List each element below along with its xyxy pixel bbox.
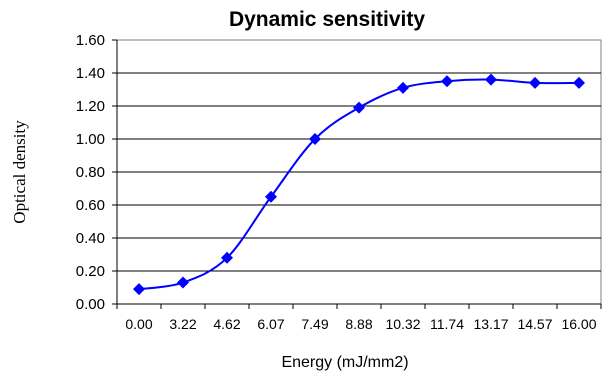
y-tick-label: 1.00 bbox=[76, 131, 105, 148]
gridlines bbox=[112, 39, 601, 305]
data-point bbox=[309, 133, 321, 145]
y-tick-label: 1.40 bbox=[76, 65, 105, 82]
y-tick-label: 0.00 bbox=[76, 296, 105, 313]
y-tick-label: 1.20 bbox=[76, 98, 105, 115]
x-tick-label: 7.49 bbox=[301, 316, 328, 332]
chart-title: Dynamic sensitivity bbox=[229, 8, 425, 31]
axes bbox=[116, 40, 602, 309]
y-tick-label: 0.80 bbox=[76, 164, 105, 181]
data-point bbox=[133, 283, 145, 296]
y-axis-label: Optical density bbox=[10, 120, 29, 224]
x-tick-label: 8.88 bbox=[345, 316, 372, 332]
data-point bbox=[485, 73, 497, 86]
y-tick-label: 1.60 bbox=[76, 32, 105, 49]
x-axis-tick-labels: 0.00 3.22 4.62 6.07 7.49 8.88 10.32 11.74 13.17 1… bbox=[125, 316, 596, 332]
x-tick-label: 11.74 bbox=[430, 316, 464, 332]
data-point bbox=[353, 101, 365, 114]
data-point bbox=[221, 251, 233, 264]
x-tick-label: 0.00 bbox=[125, 316, 152, 332]
data-point bbox=[529, 76, 541, 89]
x-tick-label: 4.62 bbox=[213, 316, 240, 332]
x-tick-label: 13.17 bbox=[473, 316, 508, 332]
x-tick-label: 6.07 bbox=[257, 316, 284, 332]
data-point bbox=[573, 76, 585, 89]
data-point bbox=[397, 81, 409, 94]
y-tick-label: 0.40 bbox=[76, 230, 105, 247]
x-axis-label: Energy (mJ/mm2) bbox=[281, 354, 408, 371]
x-tick-label: 3.22 bbox=[169, 316, 196, 332]
y-axis-tick-labels: 0.00 0.20 0.40 0.60 0.80 1.00 1.20 1.40 1.60 bbox=[76, 32, 105, 313]
data-point bbox=[441, 75, 453, 88]
data-point bbox=[265, 190, 277, 203]
x-tick-label: 10.32 bbox=[385, 316, 420, 332]
y-tick-label: 0.20 bbox=[76, 263, 105, 280]
x-tick-label: 16.00 bbox=[561, 316, 596, 332]
y-tick-label: 0.60 bbox=[76, 197, 105, 214]
data-series bbox=[133, 73, 585, 296]
data-point bbox=[177, 276, 189, 289]
x-tick-label: 14.57 bbox=[517, 316, 552, 332]
